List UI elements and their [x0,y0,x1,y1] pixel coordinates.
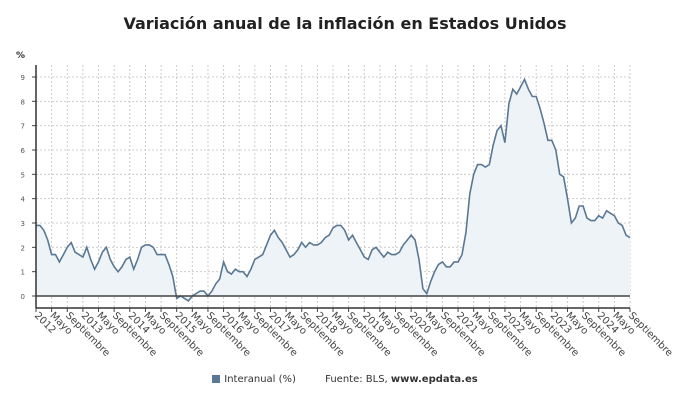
y-tick-label: 5 [21,171,25,179]
y-axis-label: % [16,51,25,61]
x-tick-label: Septiembre [626,310,675,359]
source-prefix: Fuente: BLS, [325,374,391,385]
y-tick-label: 3 [21,220,25,228]
y-tick-label: 8 [21,98,25,106]
source-site[interactable]: www.epdata.es [390,374,478,385]
series-line [36,77,631,302]
chart-svg: %01234567892012MayoSeptiembre2013MayoSep… [16,51,675,359]
y-tick-label: 1 [21,269,25,277]
legend-swatch [212,375,221,383]
y-tick-label: 0 [21,293,25,301]
chart-title: Variación anual de la inflación en Estad… [123,14,567,33]
legend-label: Interanual (%) [224,374,296,385]
series-area [36,79,630,301]
y-tick-label: 9 [21,74,25,82]
y-tick-label: 2 [21,244,25,252]
y-tick-label: 4 [21,196,26,204]
y-tick-label: 6 [21,147,26,155]
y-tick-label: 7 [21,123,25,131]
legend: Interanual (%) Fuente: BLS, www.epdata.e… [0,374,690,385]
